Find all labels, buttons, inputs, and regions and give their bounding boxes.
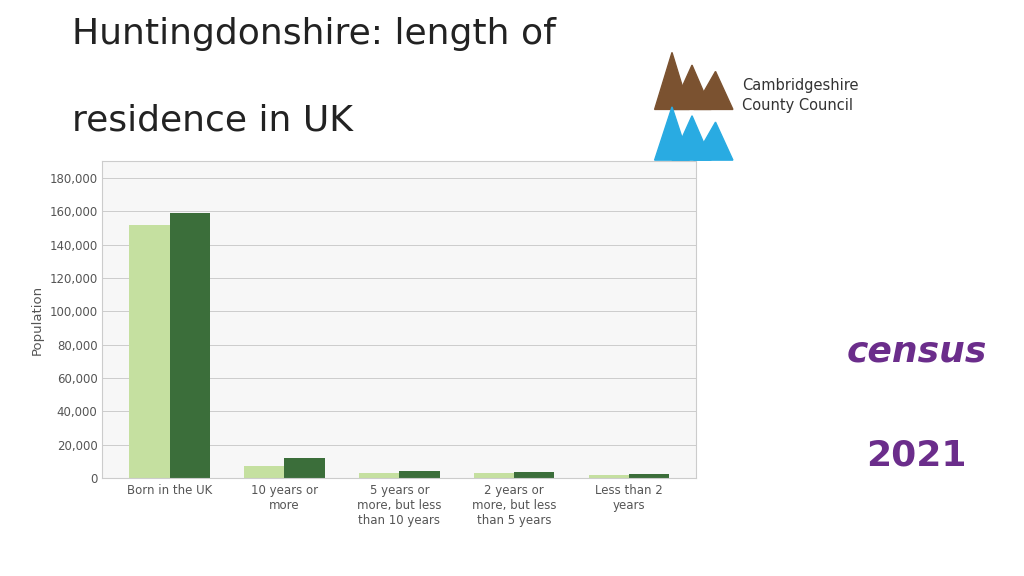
Bar [285, 458, 325, 478]
Bar [629, 474, 670, 478]
Text: census: census [846, 335, 987, 369]
Polygon shape [672, 65, 711, 109]
Bar [245, 467, 285, 478]
Text: Huntingdonshire: length of: Huntingdonshire: length of [72, 17, 556, 51]
Bar [514, 472, 554, 478]
Text: 2021: 2021 [866, 438, 967, 472]
Bar [129, 225, 170, 478]
Bar [589, 475, 629, 478]
Bar [170, 213, 210, 478]
Text: residence in UK: residence in UK [72, 104, 352, 138]
Polygon shape [694, 122, 733, 160]
Polygon shape [694, 71, 733, 109]
Text: Cambridgeshire
County Council: Cambridgeshire County Council [742, 78, 859, 112]
Y-axis label: Population: Population [31, 285, 44, 355]
Polygon shape [654, 52, 689, 109]
Polygon shape [672, 116, 711, 160]
Bar [474, 473, 514, 478]
Polygon shape [654, 107, 689, 160]
Bar [359, 473, 399, 478]
Bar [399, 471, 439, 478]
